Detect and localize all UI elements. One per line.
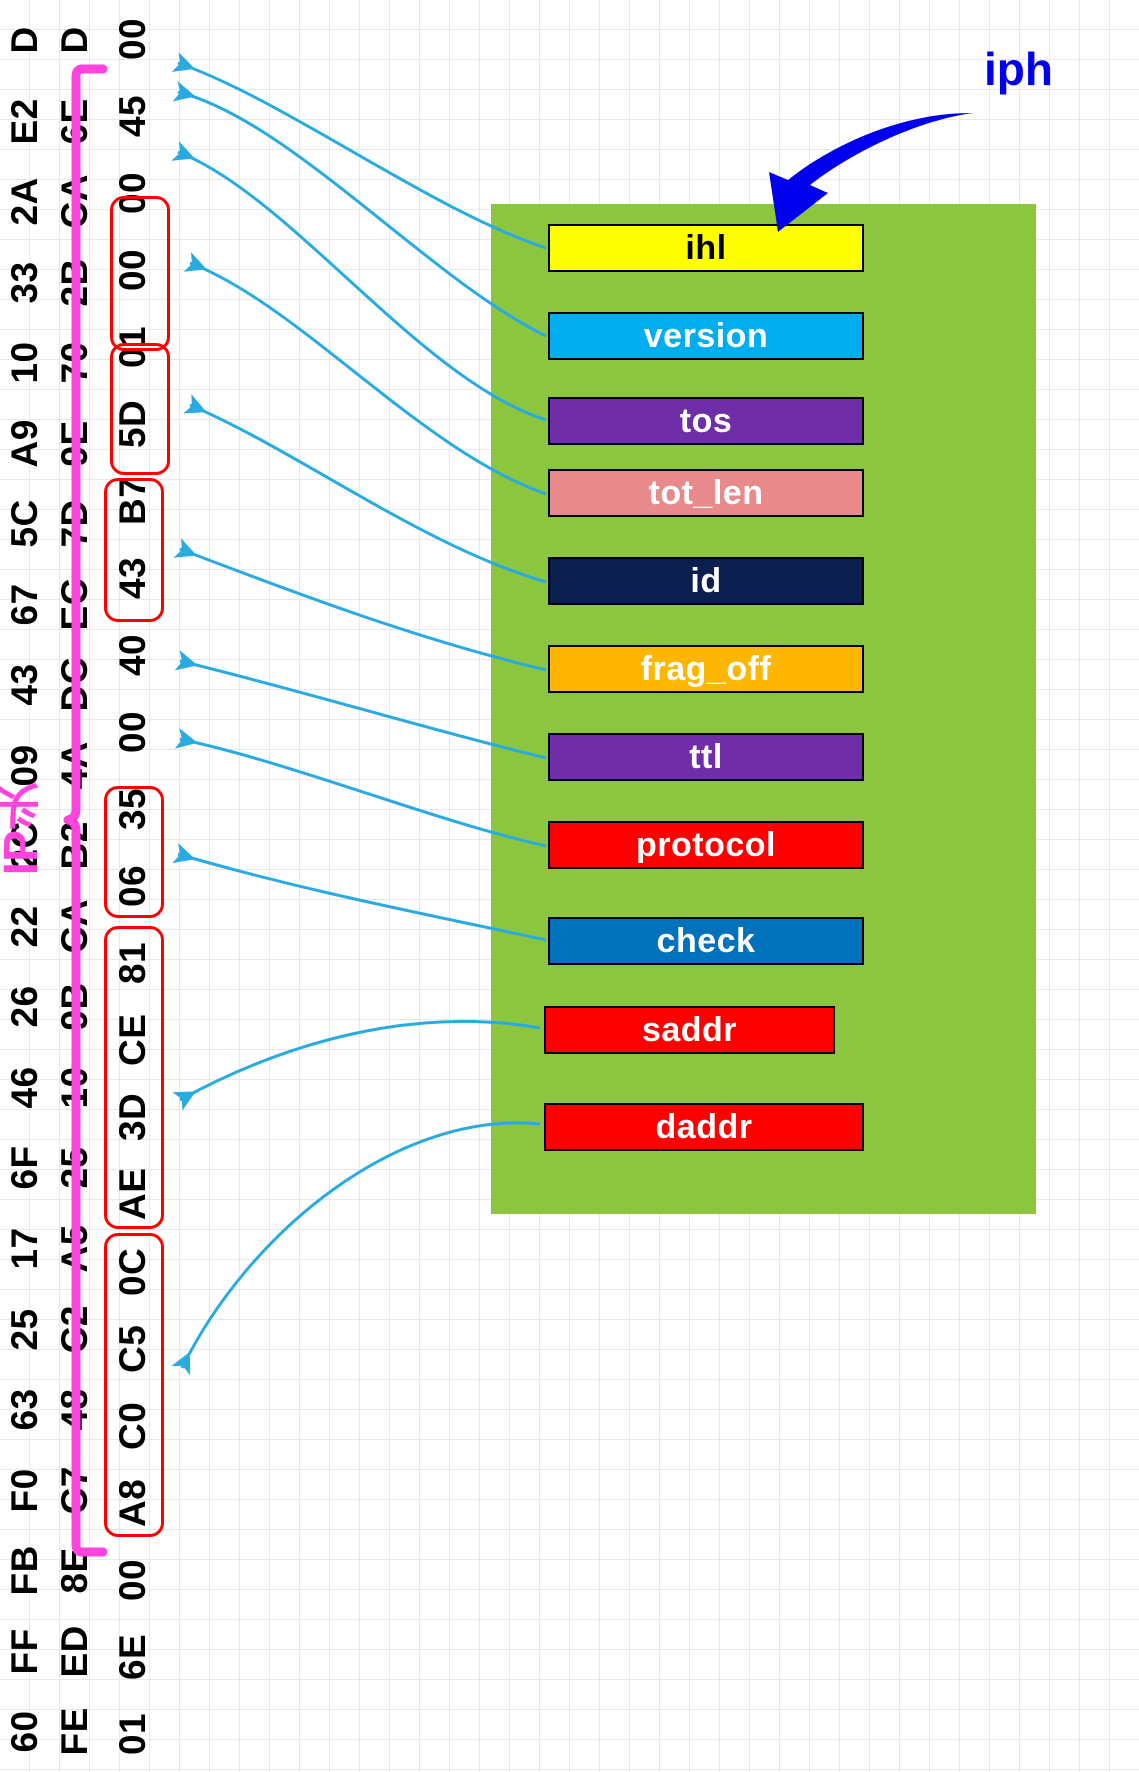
hex-byte: DC	[54, 657, 95, 712]
struct-field-label: frag_off	[640, 649, 772, 688]
hex-byte: 7D	[54, 499, 95, 548]
struct-field-label: ttl	[689, 737, 723, 776]
hex-byte: 00	[112, 171, 153, 214]
hex-byte: 0C	[112, 1246, 153, 1296]
struct-field-label: daddr	[655, 1107, 753, 1146]
hex-byte: FF	[4, 1627, 45, 1674]
hex-byte: 6F	[4, 1145, 45, 1190]
hex-byte: 81	[112, 941, 153, 984]
hexdump-column-2: D 6E CA 2B 70 9E 7D EC DC 4A B2 CA 9B 10 25 A5 C2 48 C7 8E E…	[52, 0, 98, 1772]
hex-byte: 5C	[4, 499, 45, 548]
hex-byte: ED	[54, 1624, 95, 1678]
hex-byte: D	[4, 26, 45, 54]
hex-byte: AE	[112, 1167, 153, 1221]
struct-field-label: ihl	[685, 228, 727, 267]
hex-byte: 70	[54, 341, 95, 384]
hex-byte: 8E	[54, 1547, 95, 1594]
hex-byte: FB	[4, 1545, 45, 1596]
hex-byte: FE	[54, 1707, 95, 1756]
hex-byte: 67	[4, 582, 45, 626]
hex-byte: 00	[112, 1558, 153, 1601]
hex-byte: 01	[112, 325, 153, 368]
hex-byte: CA	[54, 898, 95, 954]
hex-byte: 46	[4, 1066, 45, 1109]
hex-byte: 00	[112, 17, 153, 60]
hex-byte: 22	[4, 905, 45, 948]
struct-field-label: check	[656, 921, 756, 960]
hex-byte: A9	[4, 418, 45, 468]
hex-byte: 10	[54, 1066, 95, 1109]
struct-field-ihl[interactable]: ihl	[548, 224, 864, 272]
hex-byte: B2	[54, 821, 95, 870]
hex-byte: CE	[112, 1013, 153, 1067]
hex-byte: 5D	[112, 399, 153, 448]
hex-byte: 06	[112, 864, 153, 907]
hex-byte: 43	[4, 663, 45, 706]
hexdump-column-1: D E2 2A 33 10 A9 5C 67 43 09 2C 22 26 46 6F 17 25 63 F0 FB F…	[2, 0, 48, 1772]
struct-field-saddr[interactable]: saddr	[544, 1006, 835, 1054]
hex-byte: 25	[4, 1307, 45, 1350]
hex-byte: C0	[112, 1400, 153, 1450]
struct-field-id[interactable]: id	[548, 557, 864, 605]
hex-byte: CA	[54, 174, 95, 229]
hex-byte: 6E	[54, 97, 95, 144]
hex-byte: 25	[54, 1146, 95, 1189]
hex-byte: C5	[112, 1323, 153, 1373]
hex-byte: 9B	[54, 982, 95, 1031]
hex-byte: 63	[4, 1388, 45, 1431]
struct-field-daddr[interactable]: daddr	[544, 1103, 864, 1151]
hex-byte: EC	[54, 577, 95, 631]
hex-byte: 17	[4, 1227, 45, 1270]
struct-field-ttl[interactable]: ttl	[548, 733, 864, 781]
struct-field-label: saddr	[641, 1010, 738, 1049]
hex-byte: 10	[4, 341, 45, 384]
struct-field-label: protocol	[636, 825, 776, 864]
struct-field-check[interactable]: check	[548, 917, 864, 965]
struct-field-protocol[interactable]: protocol	[548, 821, 864, 869]
hex-byte: 40	[112, 633, 153, 676]
struct-field-tot_len[interactable]: tot_len	[548, 469, 864, 517]
hex-byte: 60	[4, 1710, 45, 1753]
hex-byte: 35	[112, 787, 153, 830]
hex-byte: B7	[112, 476, 153, 525]
struct-field-label: version	[643, 316, 769, 355]
hex-byte: 48	[54, 1388, 95, 1431]
struct-field-frag_off[interactable]: frag_off	[548, 645, 864, 693]
hexdump-column-3: 00 45 00 00 01 5D B7 43 40 00 35 06 81 CE 3D AE 0C C5 C0 A8…	[108, 0, 158, 1772]
struct-field-label: id	[690, 561, 722, 600]
struct-field-label: tot_len	[648, 473, 764, 512]
hex-byte: 00	[112, 248, 153, 291]
iph-label: iph	[984, 43, 1053, 95]
hex-byte: F0	[4, 1467, 45, 1512]
struct-field-label: tos	[679, 401, 733, 440]
hex-byte: 9E	[54, 419, 95, 467]
hex-byte: 2B	[54, 257, 95, 307]
struct-field-tos[interactable]: tos	[548, 397, 864, 445]
hex-byte: 01	[112, 1712, 153, 1755]
hex-byte: 45	[112, 94, 153, 137]
hex-byte: 6E	[112, 1633, 153, 1680]
hex-byte: 00	[112, 710, 153, 753]
hex-byte: 33	[4, 260, 45, 303]
struct-field-version[interactable]: version	[548, 312, 864, 360]
hex-byte: 3D	[112, 1092, 153, 1142]
hex-byte: E2	[4, 97, 45, 144]
hex-byte: D	[54, 26, 95, 54]
hex-byte: A8	[112, 1477, 153, 1527]
hex-byte: 26	[4, 985, 45, 1028]
hex-byte: A5	[54, 1224, 95, 1273]
ip-header-label: IP头	[0, 782, 48, 876]
hex-byte: 4A	[54, 740, 95, 790]
hex-byte: 43	[112, 556, 153, 599]
hex-byte: 2A	[4, 177, 45, 226]
hex-byte: C7	[54, 1465, 95, 1514]
hex-byte: C2	[54, 1304, 95, 1353]
